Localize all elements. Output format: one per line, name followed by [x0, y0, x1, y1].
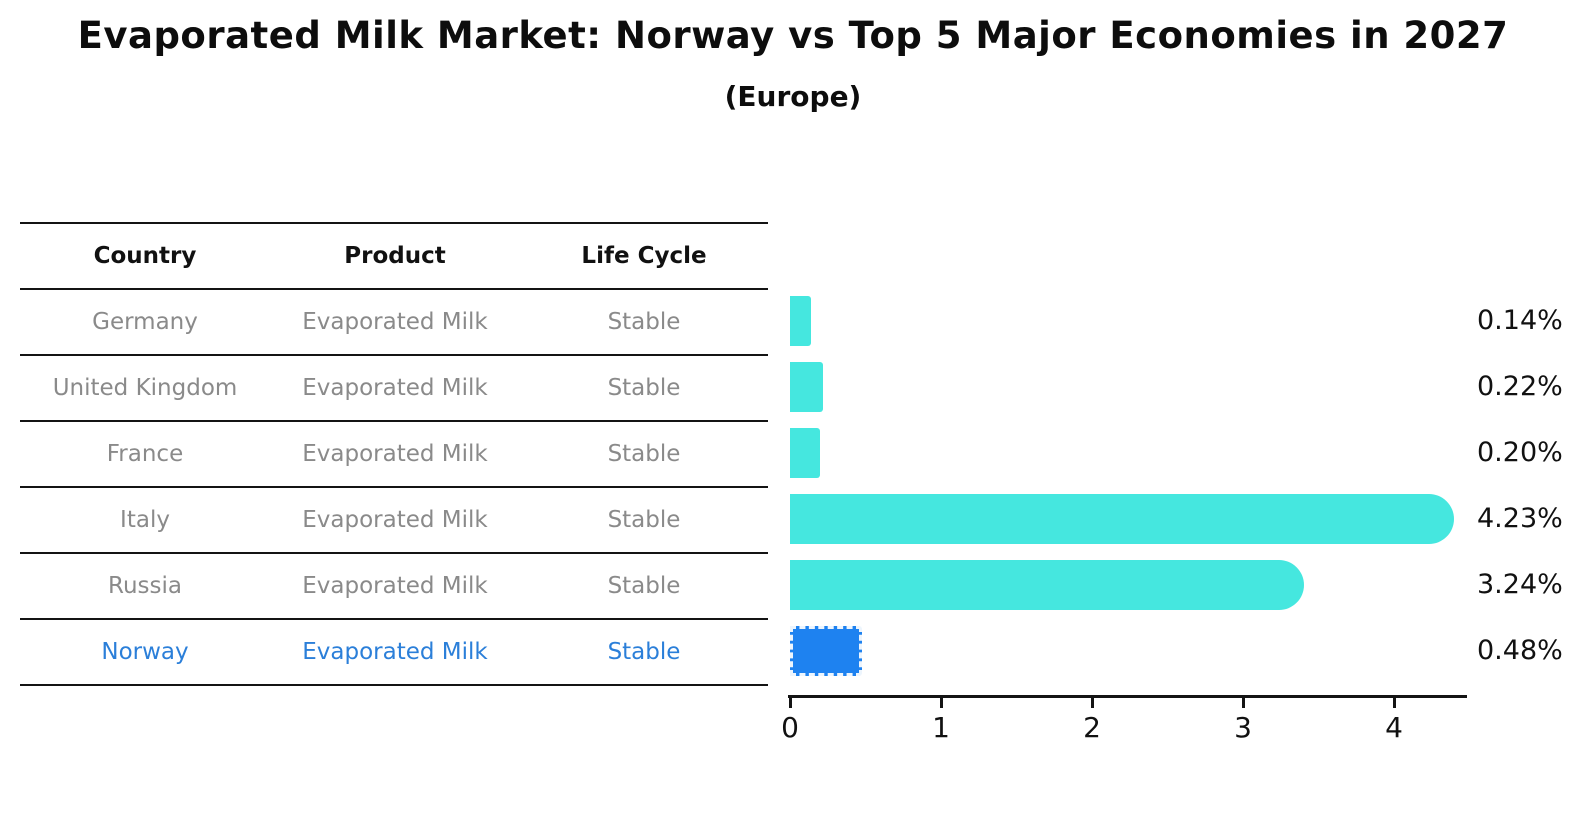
table-row-france: France Evaporated Milk Stable [20, 422, 768, 488]
bar-norway [790, 626, 863, 676]
cell-country: Italy [120, 507, 170, 533]
col-header-life-cycle: Life Cycle [581, 243, 707, 269]
cell-country: Norway [101, 639, 189, 665]
cell-life-cycle: Stable [607, 639, 681, 665]
cell-life-cycle: Stable [607, 507, 681, 533]
cell-product: Evaporated Milk [302, 375, 488, 401]
cell-country: United Kingdom [52, 375, 238, 401]
table-row-germany: Germany Evaporated Milk Stable [20, 290, 768, 356]
cell-life-cycle: Stable [607, 309, 681, 335]
x-axis-tick-label-2: 2 [1083, 711, 1101, 744]
cell-product: Evaporated Milk [302, 441, 488, 467]
country-table: Country Product Life Cycle Germany Evapo… [20, 222, 768, 686]
value-label-italy: 4.23% [1477, 503, 1563, 534]
table-row-united-kingdom: United Kingdom Evaporated Milk Stable [20, 356, 768, 422]
x-axis-tick-2 [1091, 697, 1094, 708]
cell-life-cycle: Stable [607, 573, 681, 599]
table-row-norway: Norway Evaporated Milk Stable [20, 620, 768, 686]
x-axis-tick-label-0: 0 [781, 711, 799, 744]
cell-product: Evaporated Milk [302, 573, 488, 599]
page-title: Evaporated Milk Market: Norway vs Top 5 … [77, 14, 1509, 57]
cell-product: Evaporated Milk [302, 507, 488, 533]
cell-country: France [106, 441, 184, 467]
value-label-norway: 0.48% [1477, 635, 1563, 666]
cell-product: Evaporated Milk [302, 309, 488, 335]
bar-russia [790, 560, 1305, 610]
col-header-product: Product [344, 243, 446, 269]
cell-life-cycle: Stable [607, 375, 681, 401]
x-axis-tick-3 [1242, 697, 1245, 708]
bar-united-kingdom [790, 362, 824, 412]
bar-france [790, 428, 821, 478]
x-axis-tick-1 [940, 697, 943, 708]
page-subtitle: (Europe) [724, 80, 862, 113]
value-label-russia: 3.24% [1477, 569, 1563, 600]
cell-country: Germany [92, 309, 198, 335]
value-label-united-kingdom: 0.22% [1477, 371, 1563, 402]
table-header-row: Country Product Life Cycle [20, 224, 768, 290]
x-axis-tick-0 [789, 697, 792, 708]
table-row-russia: Russia Evaporated Milk Stable [20, 554, 768, 620]
x-axis-tick-label-4: 4 [1385, 711, 1403, 744]
table-row-italy: Italy Evaporated Milk Stable [20, 488, 768, 554]
col-header-country: Country [93, 243, 197, 269]
bar-germany [790, 296, 812, 346]
x-axis-tick-label-1: 1 [932, 711, 950, 744]
value-label-france: 0.20% [1477, 437, 1563, 468]
x-axis-tick-4 [1393, 697, 1396, 708]
x-axis-line [788, 695, 1467, 698]
cell-country: Russia [108, 573, 182, 599]
cell-life-cycle: Stable [607, 441, 681, 467]
bar-italy [790, 494, 1454, 544]
x-axis-tick-label-3: 3 [1234, 711, 1252, 744]
cell-product: Evaporated Milk [302, 639, 488, 665]
value-label-germany: 0.14% [1477, 305, 1563, 336]
